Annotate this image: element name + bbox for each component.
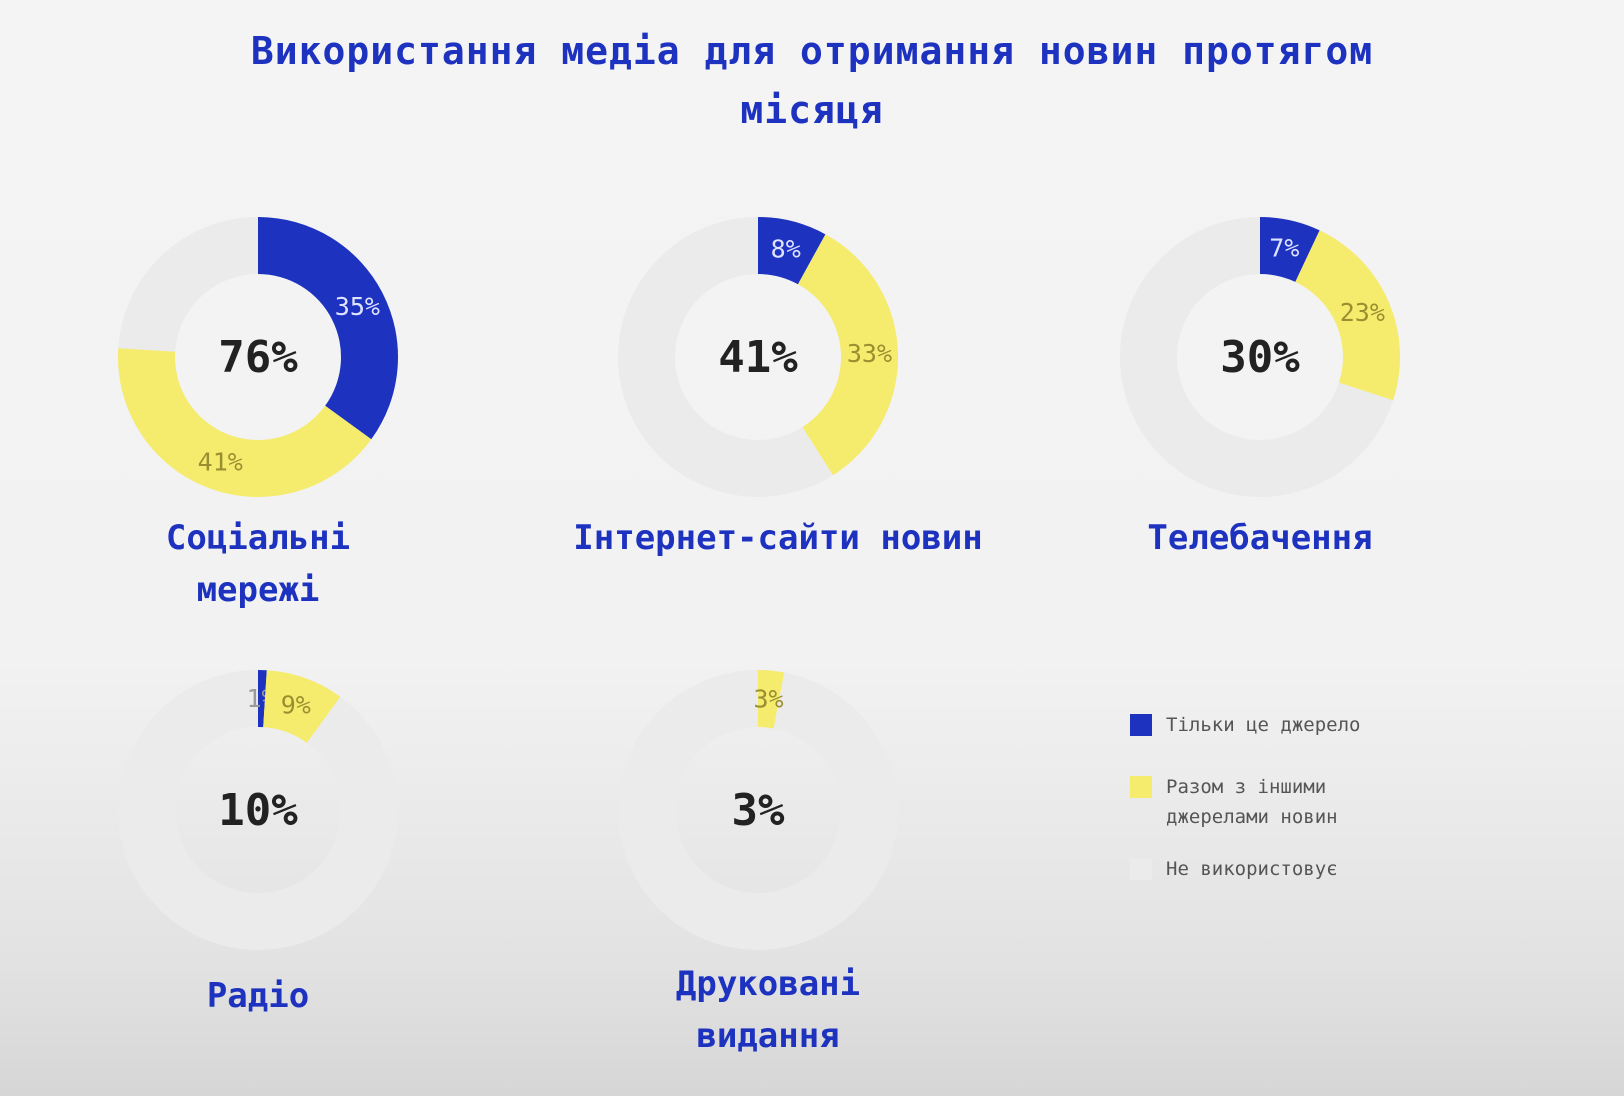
- total-label-tv: 30%: [1220, 331, 1300, 383]
- legend-label-not-used: Не використовує: [1166, 858, 1338, 880]
- legend-label-only-source: Тільки це джерело: [1166, 714, 1361, 736]
- donut-chart-websites: 8% 33% 41%: [608, 207, 908, 507]
- donut-svg: 1% 9%: [118, 670, 398, 950]
- donut-segment-with-others: [118, 348, 372, 498]
- donut-segment-with-others: [263, 670, 341, 743]
- total-label-websites: 41%: [718, 331, 798, 383]
- legend-label-with-others: Разом з іншими джерелами новин: [1166, 776, 1338, 828]
- donut-chart-radio: 1% 9% 10%: [108, 660, 408, 960]
- donut-segment-with-others: [1295, 230, 1400, 401]
- segment-label-with-others: 9%: [281, 691, 311, 720]
- legend-item-with-others: Разом з іншими джерелами новин: [1130, 776, 1396, 832]
- category-label-social: Соціальні мережі: [165, 518, 351, 610]
- donut-segment-only-source: [258, 217, 398, 440]
- donut-segment-with-others: [758, 670, 785, 729]
- segment-label-only-source: 35%: [335, 292, 380, 321]
- total-label-print: 3%: [731, 784, 785, 836]
- legend-swatch-only-source: [1130, 714, 1152, 736]
- donut-svg: 35% 41%: [118, 217, 398, 498]
- category-label-tv: Телебачення: [1147, 518, 1373, 558]
- donut-segment-only-source: [1260, 217, 1320, 282]
- donut-svg: 7% 23%: [1120, 217, 1400, 497]
- donut-segment-with-others: [797, 234, 898, 476]
- legend-swatch-with-others: [1130, 776, 1152, 798]
- donut-chart-print: 3% 3%: [608, 660, 908, 960]
- segment-label-with-others: 41%: [198, 447, 243, 476]
- legend-swatch-not-used: [1130, 858, 1152, 880]
- donut-segment-only-source: [258, 670, 267, 728]
- category-label-print: Друковані видання: [675, 964, 861, 1056]
- chart-title: Використання медіа для отримання новин п…: [250, 29, 1374, 132]
- segment-label-with-others: 3%: [753, 684, 783, 713]
- donut-chart-tv: 7% 23% 30%: [1110, 207, 1410, 507]
- category-label-radio: Радіо: [206, 976, 310, 1016]
- segment-label-only-source: 7%: [1269, 234, 1299, 263]
- legend-item-only-source: Тільки це джерело: [1130, 714, 1436, 740]
- total-label-radio: 10%: [218, 784, 298, 836]
- total-label-social: 76%: [218, 331, 298, 383]
- donut-svg: 3%: [618, 670, 898, 950]
- donut-chart-social: 35% 41% 76%: [108, 207, 408, 507]
- donut-segment-only-source: [758, 217, 826, 285]
- donut-svg: 8% 33%: [618, 217, 898, 497]
- segment-label-with-others: 33%: [847, 339, 892, 368]
- segment-label-with-others: 23%: [1340, 298, 1385, 327]
- segment-label-only-source: 8%: [771, 235, 801, 264]
- category-label-websites: Інтернет-сайти новин: [573, 518, 983, 558]
- legend-item-not-used: Не використовує: [1130, 858, 1436, 884]
